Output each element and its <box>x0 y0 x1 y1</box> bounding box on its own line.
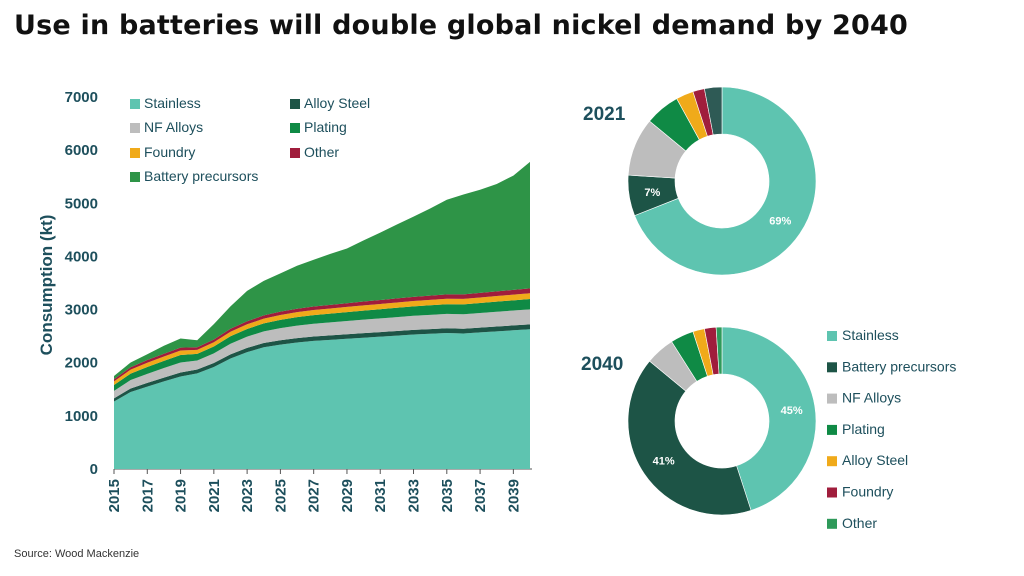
area-ticks: 0 1000 2000 3000 4000 5000 6000 7000 2015 2017 201… <box>65 89 523 512</box>
legend-swatch <box>827 518 837 529</box>
donut-title: 2040 <box>581 354 623 375</box>
y-tick-label: 0 <box>90 461 98 478</box>
legend-item-battery-precursors: Battery precursors <box>130 168 258 184</box>
legend-swatch <box>290 99 300 109</box>
slice-other <box>704 86 723 136</box>
slice-label: 45% <box>781 405 803 417</box>
legend-swatch <box>827 424 837 435</box>
legend-item-foundry: Foundry <box>130 144 195 160</box>
y-tick-label: 7000 <box>65 89 98 106</box>
area-plating <box>114 298 530 391</box>
donut-legend-item-nf-alloys: NF Alloys <box>827 390 901 406</box>
legend-item-plating: Plating <box>290 119 347 135</box>
legend-label: NF Alloys <box>144 119 203 135</box>
x-tick-label: 2035 <box>439 479 456 512</box>
x-tick-label: 2037 <box>472 479 489 512</box>
area-foundry <box>114 293 530 386</box>
legend-item-nf-alloys: NF Alloys <box>130 119 203 135</box>
y-tick-label: 2000 <box>65 355 98 372</box>
legend-label: Battery precursors <box>144 168 258 184</box>
y-tick-label: 5000 <box>65 195 98 212</box>
x-tick-label: 2027 <box>306 479 323 512</box>
y-tick-label: 1000 <box>65 408 98 425</box>
y-tick-label: 6000 <box>65 142 98 159</box>
donut-legend: Stainless Battery precursors NF Alloys Plat… <box>827 327 956 531</box>
page-title: Use in batteries will double global nick… <box>14 10 908 41</box>
legend-item-other: Other <box>290 144 339 160</box>
donut-legend-item-battery-precursors: Battery precursors <box>827 358 956 374</box>
slice-stainless <box>721 326 817 511</box>
x-tick-label: 2019 <box>173 479 190 512</box>
x-tick-label: 2021 <box>206 479 223 512</box>
donut-title: 2021 <box>583 104 626 125</box>
area-chart: 0 1000 2000 3000 4000 5000 6000 7000 2015 2017 201… <box>37 89 532 512</box>
x-tick-label: 2039 <box>505 479 522 512</box>
area-stainless <box>114 329 530 469</box>
x-tick-label: 2017 <box>139 479 156 512</box>
donut-legend-item-alloy-steel: Alloy Steel <box>827 452 908 468</box>
legend-swatch <box>827 487 837 498</box>
legend-swatch <box>290 148 300 158</box>
area-legend: Stainless Alloy Steel NF Alloys Plating Foun… <box>130 95 370 184</box>
area-battery-precursors <box>114 161 530 380</box>
donut-legend-item-foundry: Foundry <box>827 484 893 500</box>
x-tick-label: 2031 <box>372 479 389 512</box>
legend-label: Alloy Steel <box>842 452 908 468</box>
slice-battery-precursors <box>627 360 752 516</box>
donut-legend-item-other: Other <box>827 515 877 531</box>
donut-legend-item-plating: Plating <box>827 421 885 437</box>
slice-label: 7% <box>644 187 660 199</box>
x-tick-label: 2033 <box>406 479 423 512</box>
legend-item-stainless: Stainless <box>130 95 201 111</box>
slice-label: 41% <box>653 456 675 468</box>
x-tick-label: 2015 <box>106 479 123 512</box>
legend-swatch <box>130 99 140 109</box>
legend-swatch <box>130 172 140 182</box>
slice-stainless <box>634 86 817 276</box>
legend-label: Alloy Steel <box>304 95 370 111</box>
legend-item-alloy-steel: Alloy Steel <box>290 95 370 111</box>
y-tick-label: 4000 <box>65 248 98 265</box>
legend-label: Stainless <box>842 327 899 343</box>
donut-legend-item-stainless: Stainless <box>827 327 899 343</box>
donut-2021: 2021 69% 7% <box>583 86 817 276</box>
legend-label: Battery precursors <box>842 358 956 374</box>
legend-label: Foundry <box>144 144 195 160</box>
legend-label: Other <box>304 144 339 160</box>
area-layers <box>114 161 530 469</box>
legend-swatch <box>827 393 837 404</box>
source-note: Source: Wood Mackenzie <box>14 548 140 560</box>
legend-swatch <box>130 123 140 133</box>
legend-swatch <box>290 123 300 133</box>
y-tick-label: 3000 <box>65 302 98 319</box>
legend-label: Other <box>842 515 877 531</box>
legend-swatch <box>130 148 140 158</box>
legend-label: NF Alloys <box>842 390 901 406</box>
donut-2040: 2040 45% 41% <box>581 326 817 516</box>
slice-other <box>715 326 723 375</box>
x-tick-label: 2029 <box>339 479 356 512</box>
legend-label: Stainless <box>144 95 201 111</box>
area-other <box>114 288 530 382</box>
legend-swatch <box>827 456 837 467</box>
legend-swatch <box>827 331 837 341</box>
slice-label: 69% <box>769 216 791 228</box>
x-tick-label: 2025 <box>272 479 289 512</box>
x-tick-label: 2023 <box>239 479 256 512</box>
y-axis-label: Consumption (kt) <box>37 215 56 356</box>
legend-swatch <box>827 362 837 373</box>
area-alloy-steel <box>114 324 530 402</box>
legend-label: Plating <box>842 421 885 437</box>
legend-label: Plating <box>304 119 347 135</box>
area-nf-alloys <box>114 309 530 399</box>
legend-label: Foundry <box>842 484 893 500</box>
